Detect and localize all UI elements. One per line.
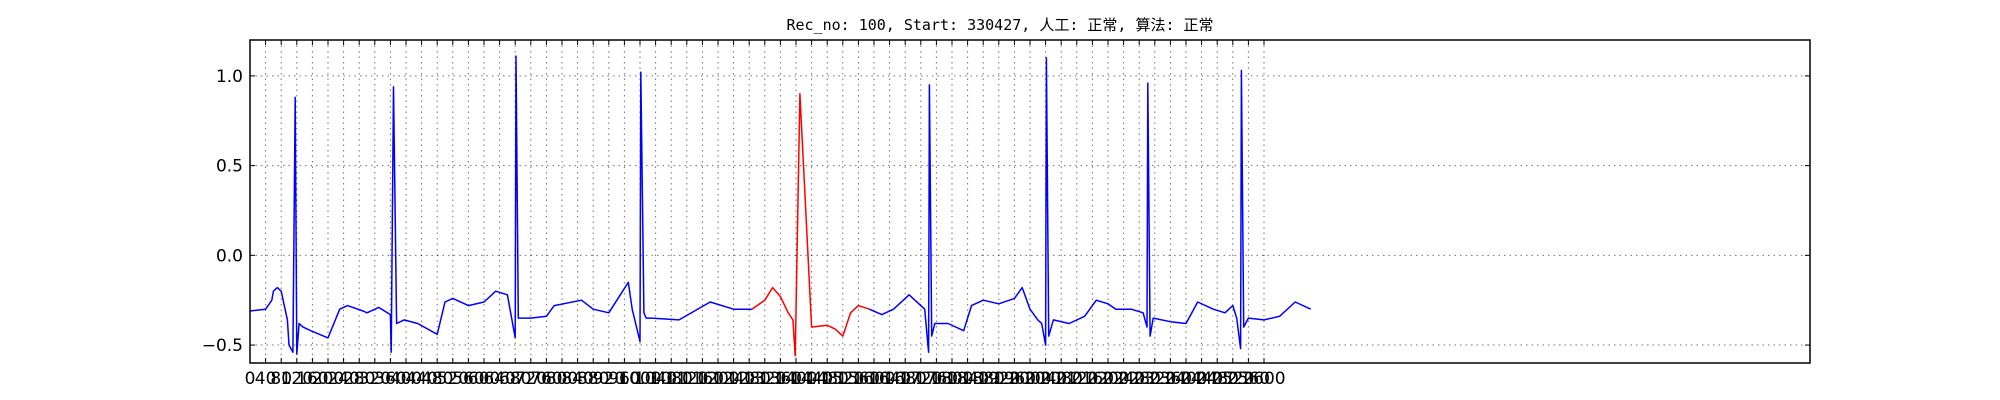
- series-group: [249, 55, 1312, 357]
- x-tick-label: 1080: [650, 369, 693, 389]
- x-tick-label: 2000: [1008, 369, 1051, 389]
- y-tick-label: 0.0: [216, 246, 243, 266]
- x-tick-label: 960: [608, 369, 640, 389]
- x-tick-label: 1680: [884, 369, 927, 389]
- x-tick-label: 1240: [712, 369, 755, 389]
- x-tick-label: 440: [405, 369, 437, 389]
- x-tick-label: 1840: [946, 369, 989, 389]
- x-tick-label: 1200: [696, 369, 739, 389]
- x-tick-label: 2520: [1211, 369, 1254, 389]
- x-tick-label: 2240: [1102, 369, 1145, 389]
- x-tick-label: 1120: [665, 369, 708, 389]
- x-tick-label: 2560: [1227, 369, 1270, 389]
- x-tick-label: 2040: [1024, 369, 1067, 389]
- x-tick-label: 680: [499, 369, 531, 389]
- series-line-blue-after: [869, 57, 1312, 353]
- x-tick-label: 880: [577, 369, 609, 389]
- x-tick-label: 1760: [915, 369, 958, 389]
- x-tick-label: 1520: [821, 369, 864, 389]
- x-axis: 0 408012016020024028032036040044048052056…: [245, 40, 1286, 389]
- x-tick-label: 760: [530, 369, 562, 389]
- x-tick-label: 1720: [899, 369, 942, 389]
- grid: [250, 40, 1810, 363]
- x-tick-label: 2320: [1133, 369, 1176, 389]
- series-line-blue-before: [249, 55, 752, 355]
- x-tick-label: 240: [327, 369, 359, 389]
- x-tick-label: 480: [421, 369, 453, 389]
- x-tick-label: 1160: [681, 369, 724, 389]
- x-tick-label: 1480: [806, 369, 849, 389]
- x-tick-label: 1440: [790, 369, 833, 389]
- x-tick-label: 800: [546, 369, 578, 389]
- x-tick-label: 520: [437, 369, 469, 389]
- series-line-red-beat: [751, 93, 870, 357]
- x-tick-label: 1280: [728, 369, 771, 389]
- x-tick-label: 2440: [1180, 369, 1223, 389]
- x-tick-label: 640: [483, 369, 515, 389]
- x-tick-label: 2160: [1071, 369, 1114, 389]
- x-tick-label: 1600: [852, 369, 895, 389]
- y-axis: −0.5 0.0 0.5 1.0: [202, 67, 1810, 356]
- x-tick-label: 280: [343, 369, 375, 389]
- x-tick-label: 1920: [977, 369, 1020, 389]
- x-tick-label: 1040: [634, 369, 677, 389]
- x-tick-label: 1400: [774, 369, 817, 389]
- y-tick-label: 0.5: [216, 157, 243, 177]
- x-tick-label: 2080: [1040, 369, 1083, 389]
- x-tick-label: 1640: [868, 369, 911, 389]
- plot-frame: [249, 39, 1811, 364]
- x-tick-label: 2120: [1055, 369, 1098, 389]
- x-tick-label: 2360: [1149, 369, 1192, 389]
- x-tick-label: 200: [312, 369, 344, 389]
- x-tick-label: 2200: [1086, 369, 1129, 389]
- x-tick-label: 1880: [962, 369, 1005, 389]
- x-tick-label: 920: [593, 369, 625, 389]
- x-tick-label: 560: [452, 369, 484, 389]
- x-tick-label: 1800: [930, 369, 973, 389]
- x-tick-label: 160: [296, 369, 328, 389]
- x-tick-label: 2480: [1196, 369, 1239, 389]
- x-tick-label: 80: [270, 369, 292, 389]
- x-tick-label: 400: [390, 369, 422, 389]
- x-tick-label: 1960: [993, 369, 1036, 389]
- x-tick-label: 2400: [1164, 369, 1207, 389]
- x-tick-label: 1560: [837, 369, 880, 389]
- x-tick-label: 2600: [1242, 369, 1285, 389]
- x-tick-label: 120: [281, 369, 313, 389]
- x-tick-label: 360: [374, 369, 406, 389]
- x-tick-label: 0: [245, 369, 256, 389]
- x-tick-label: 1360: [759, 369, 802, 389]
- y-tick-label: 1.0: [216, 67, 243, 87]
- x-tick-label: 1000: [618, 369, 661, 389]
- chart-title: Rec_no: 100, Start: 330427, 人工: 正常, 算法: …: [786, 16, 1213, 34]
- y-tick-label: −0.5: [202, 336, 243, 356]
- x-tick-label: 840: [561, 369, 593, 389]
- x-tick-label: 1320: [743, 369, 786, 389]
- x-tick-label: 600: [468, 369, 500, 389]
- x-tick-label: 40: [255, 369, 277, 389]
- x-tick-label: 320: [359, 369, 391, 389]
- x-tick-label: 2280: [1118, 369, 1161, 389]
- x-tick-label: 720: [515, 369, 547, 389]
